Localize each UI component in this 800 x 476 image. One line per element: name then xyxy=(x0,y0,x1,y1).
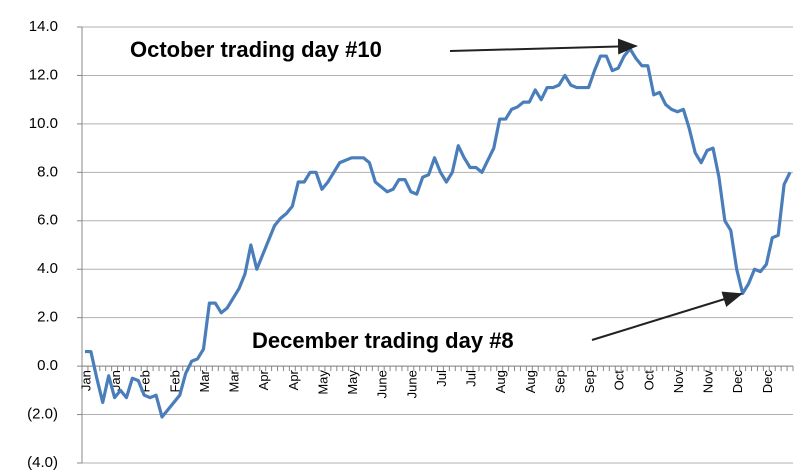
x-tick-label: May xyxy=(315,370,330,395)
y-tick-label: (4.0) xyxy=(27,454,58,471)
y-tick-label: 6.0 xyxy=(37,212,58,229)
x-tick-label: Sep xyxy=(552,370,567,393)
y-tick-label: 8.0 xyxy=(37,163,58,180)
x-tick-label: Jul xyxy=(434,370,449,387)
y-tick-label: 10.0 xyxy=(29,115,58,132)
x-tick-label: Oct xyxy=(641,370,656,391)
x-tick-label: Mar xyxy=(227,369,242,392)
x-tick-label: Dec xyxy=(760,370,775,394)
x-tick-label: Aug xyxy=(523,370,538,393)
x-tick-label: May xyxy=(345,370,360,395)
annotation-arrow xyxy=(591,291,743,341)
data-line xyxy=(84,47,792,419)
x-tick-label: Feb xyxy=(167,370,182,392)
x-tick-label: Apr xyxy=(286,369,301,390)
y-tick-label: 4.0 xyxy=(37,260,58,277)
x-tick-label: Nov xyxy=(701,370,716,394)
x-tick-label: June xyxy=(404,370,419,398)
x-tick-label: Jul xyxy=(464,370,479,387)
annotation-arrow xyxy=(449,38,638,55)
x-tick-label: Aug xyxy=(493,370,508,393)
y-tick-label: 0.0 xyxy=(37,357,58,374)
x-tick-label: Nov xyxy=(671,370,686,394)
x-tick-label: June xyxy=(375,370,390,398)
x-tick-label: Dec xyxy=(730,370,745,394)
y-tick-label: 12.0 xyxy=(29,66,58,83)
x-tick-label: Mar xyxy=(197,369,212,392)
plot: (4.0) (2.0) 0.0 2.0 4.0 6.0 8.0 10.0 12.0 14.0 Jan… xyxy=(27,18,794,471)
x-tick-label: Sep xyxy=(582,370,597,393)
x-tick-label: Apr xyxy=(256,369,271,390)
x-tick-label: Jan xyxy=(78,370,93,391)
y-tick-label: 2.0 xyxy=(37,309,58,326)
y-tick-label: 14.0 xyxy=(29,18,58,35)
annotation: December trading day #8 xyxy=(252,328,514,353)
x-tick-label: Oct xyxy=(612,370,627,391)
annotation: October trading day #10 xyxy=(130,37,382,62)
y-tick-label: (2.0) xyxy=(27,406,58,423)
